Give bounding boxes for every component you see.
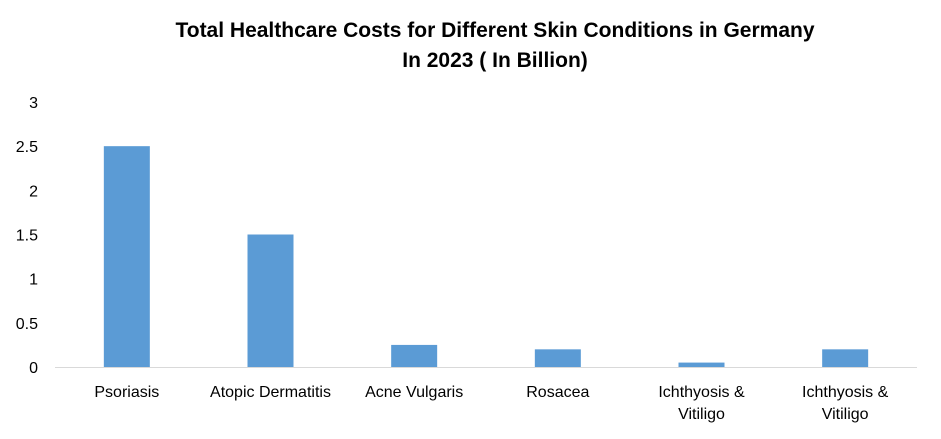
y-tick-label: 1.5	[16, 228, 38, 245]
bar	[822, 349, 869, 367]
y-tick-label: 1	[29, 272, 38, 289]
x-tick-label: Psoriasis	[94, 384, 159, 401]
x-tick-label: Ichthyosis &	[658, 384, 745, 401]
x-tick-label: Rosacea	[526, 384, 589, 401]
y-tick-label: 0.5	[16, 316, 38, 333]
y-tick-label: 2.5	[16, 139, 38, 156]
bar	[534, 349, 581, 367]
x-axis-labels: Psoriasis Atopic Dermatitis Acne Vulgaris R…	[94, 384, 888, 423]
y-tick-label: 2	[29, 183, 38, 200]
chart-title-line-2: In 2023 ( In Billion)	[402, 49, 588, 72]
x-tick-label: Vitiligo	[822, 406, 869, 423]
bar	[391, 344, 438, 367]
x-tick-label: Vitiligo	[678, 406, 725, 423]
bar	[103, 146, 150, 367]
y-axis-ticks: 0 0.5 1 1.5 2 2.5 3	[16, 95, 38, 377]
bars	[103, 146, 869, 367]
bar	[247, 234, 294, 367]
x-tick-label: Atopic Dermatitis	[210, 384, 331, 401]
chart-title: Total Healthcare Costs for Different Ski…	[0, 16, 941, 76]
y-tick-label: 3	[29, 95, 38, 112]
x-tick-label: Ichthyosis &	[802, 384, 889, 401]
chart-title-line-1: Total Healthcare Costs for Different Ski…	[175, 19, 815, 42]
x-tick-label: Acne Vulgaris	[365, 384, 463, 401]
y-tick-label: 0	[29, 360, 38, 377]
bar	[678, 362, 725, 367]
